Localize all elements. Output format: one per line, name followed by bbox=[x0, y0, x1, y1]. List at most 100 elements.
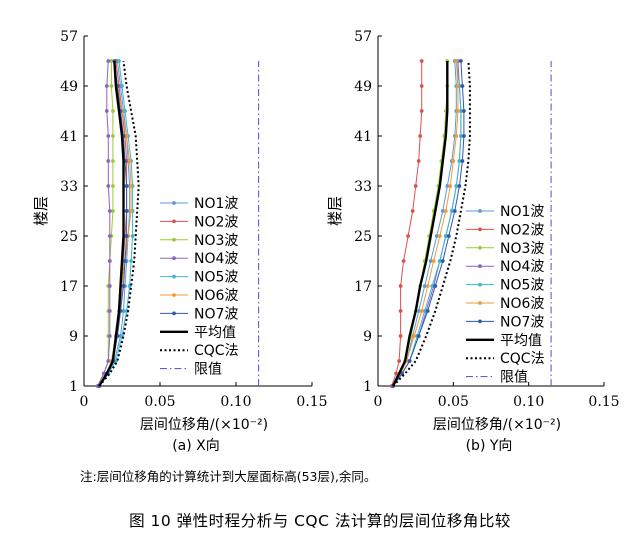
data-point bbox=[106, 59, 111, 63]
y-axis-label: 楼层 bbox=[326, 196, 344, 226]
data-point bbox=[456, 84, 460, 88]
data-point bbox=[107, 259, 112, 263]
legend-marker bbox=[172, 219, 176, 224]
legend-item-limit: 限值 bbox=[160, 362, 222, 378]
legend-item-no1-wave: NO1波 bbox=[466, 204, 544, 220]
x-tick-label: 0 bbox=[80, 394, 89, 410]
y-tick-label: 1 bbox=[363, 379, 372, 395]
series-mean bbox=[392, 61, 449, 387]
data-point bbox=[104, 84, 109, 88]
data-point bbox=[459, 134, 463, 138]
legend-label: 平均值 bbox=[194, 325, 236, 341]
series-cqc bbox=[98, 60, 140, 387]
legend-label: CQC法 bbox=[500, 351, 545, 367]
data-point bbox=[433, 284, 438, 288]
y-tick-label: 57 bbox=[354, 29, 372, 45]
legend-label: NO5波 bbox=[500, 278, 544, 294]
x-tick-label: 0.10 bbox=[220, 394, 251, 410]
series-line-no4-wave bbox=[392, 60, 462, 387]
data-point bbox=[406, 234, 410, 238]
series-line-cqc bbox=[98, 60, 140, 387]
data-point bbox=[462, 109, 466, 113]
legend-item-no2-wave: NO2波 bbox=[466, 222, 544, 238]
y-tick-label: 25 bbox=[354, 229, 372, 245]
legend-label: 限值 bbox=[500, 370, 528, 386]
data-point bbox=[456, 109, 460, 113]
legend-item-no6-wave: NO6波 bbox=[160, 288, 238, 304]
series-no7-wave bbox=[391, 59, 466, 388]
data-point bbox=[120, 84, 124, 88]
series-line-mean bbox=[392, 61, 449, 387]
legend-marker bbox=[478, 227, 482, 232]
data-point bbox=[451, 159, 456, 163]
data-point bbox=[443, 234, 448, 238]
data-point bbox=[419, 84, 424, 88]
x-tick-label: 0 bbox=[374, 394, 383, 410]
x-tick-label: 0.15 bbox=[588, 394, 619, 410]
data-point bbox=[127, 159, 132, 163]
data-point bbox=[107, 334, 112, 338]
legend-marker bbox=[478, 245, 482, 250]
y-tick-label: 41 bbox=[60, 129, 78, 145]
series-no4-wave bbox=[95, 59, 112, 388]
data-point bbox=[419, 309, 424, 313]
x-tick-label: 0.10 bbox=[513, 394, 544, 410]
y-tick-label: 25 bbox=[60, 229, 78, 245]
series-no3-wave bbox=[95, 59, 115, 388]
data-point bbox=[130, 234, 135, 238]
data-point bbox=[129, 209, 134, 213]
x-tick-label: 0.15 bbox=[296, 394, 327, 410]
x-axis-label: 层间位移角/(×10⁻²) bbox=[140, 417, 268, 433]
legend-item-cqc: CQC法 bbox=[466, 351, 545, 367]
legend-item-limit: 限值 bbox=[466, 370, 528, 386]
data-point bbox=[401, 259, 406, 263]
legend-marker bbox=[172, 201, 176, 205]
legend-label: NO3波 bbox=[194, 233, 238, 249]
data-point bbox=[111, 209, 115, 213]
data-point bbox=[111, 159, 115, 163]
data-point bbox=[445, 184, 450, 188]
data-point bbox=[449, 209, 454, 213]
y-tick-label: 9 bbox=[69, 329, 78, 345]
x-axis-label: 层间位移角/(×10⁻²) bbox=[433, 417, 561, 433]
legend-item-no1-wave: NO1波 bbox=[160, 196, 238, 212]
legend-label: NO7波 bbox=[500, 314, 544, 330]
data-point bbox=[425, 309, 430, 313]
legend-label: 限值 bbox=[194, 362, 222, 378]
data-point bbox=[419, 109, 424, 113]
legend-label: 平均值 bbox=[500, 333, 542, 349]
legend-label: NO4波 bbox=[194, 251, 238, 267]
data-point bbox=[460, 84, 465, 88]
chart-panel-x: 1 9 17 25 33 41 49 57 0 0.05 0.10 0.15 楼层层间位移角/(×10⁻… bbox=[32, 29, 328, 454]
data-point bbox=[117, 59, 121, 63]
legend-label: NO1波 bbox=[500, 204, 544, 220]
data-point bbox=[111, 134, 115, 138]
legend-marker bbox=[478, 282, 482, 287]
data-point bbox=[129, 184, 134, 188]
series-line-mean bbox=[98, 60, 125, 387]
data-point bbox=[121, 309, 126, 313]
data-point bbox=[454, 184, 459, 188]
data-point bbox=[446, 234, 451, 238]
data-point bbox=[106, 184, 111, 188]
data-point bbox=[106, 359, 111, 363]
data-point bbox=[448, 184, 453, 188]
data-point bbox=[397, 359, 401, 363]
legend-marker bbox=[172, 237, 176, 242]
y-tick-label: 33 bbox=[354, 179, 372, 195]
legend-label: NO4波 bbox=[500, 259, 544, 275]
data-point bbox=[398, 309, 403, 313]
legend-marker bbox=[172, 256, 176, 261]
legend-marker bbox=[478, 209, 482, 213]
y-tick-label: 1 bbox=[69, 379, 78, 395]
series-no3-wave bbox=[391, 59, 450, 388]
legend-label: NO6波 bbox=[500, 296, 544, 312]
legend-marker bbox=[478, 301, 482, 305]
data-point bbox=[437, 234, 442, 238]
legend-marker bbox=[478, 319, 482, 324]
data-point bbox=[101, 371, 106, 376]
data-point bbox=[431, 259, 436, 263]
legend-label: NO6波 bbox=[194, 288, 238, 304]
data-point bbox=[124, 184, 129, 188]
